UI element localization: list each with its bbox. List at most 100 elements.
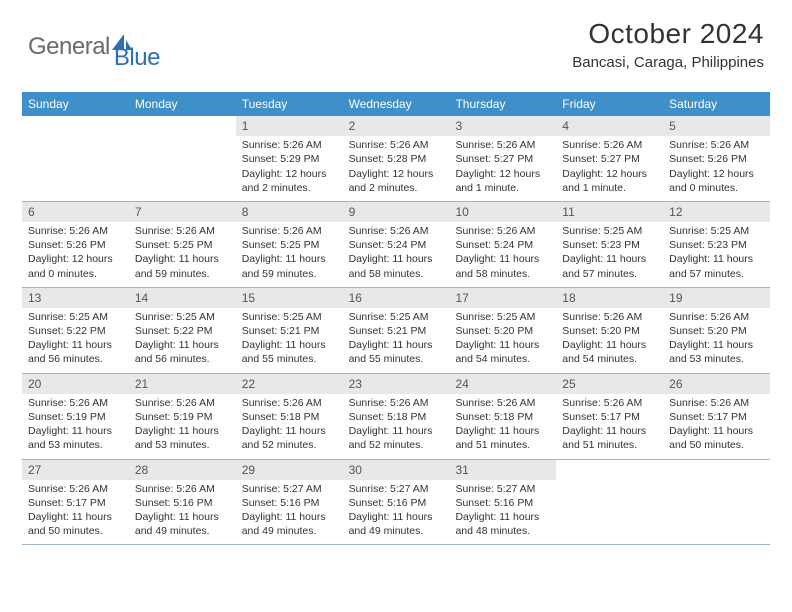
sunrise-text: Sunrise: 5:25 AM bbox=[135, 310, 230, 324]
day-number: 8 bbox=[236, 202, 343, 222]
day-info: Sunrise: 5:26 AMSunset: 5:24 PMDaylight:… bbox=[449, 222, 556, 287]
sunrise-text: Sunrise: 5:26 AM bbox=[562, 310, 657, 324]
dow-header-tuesday: Tuesday bbox=[236, 92, 343, 116]
sunset-text: Sunset: 5:22 PM bbox=[135, 324, 230, 338]
day-cell: 18Sunrise: 5:26 AMSunset: 5:20 PMDayligh… bbox=[556, 288, 663, 373]
day-cell: 1Sunrise: 5:26 AMSunset: 5:29 PMDaylight… bbox=[236, 116, 343, 201]
sunset-text: Sunset: 5:19 PM bbox=[135, 410, 230, 424]
day-cell: 12Sunrise: 5:25 AMSunset: 5:23 PMDayligh… bbox=[663, 202, 770, 287]
day-cell: 22Sunrise: 5:26 AMSunset: 5:18 PMDayligh… bbox=[236, 374, 343, 459]
day-cell: 7Sunrise: 5:26 AMSunset: 5:25 PMDaylight… bbox=[129, 202, 236, 287]
daylight-text: Daylight: 11 hours and 53 minutes. bbox=[135, 424, 230, 452]
day-number: 17 bbox=[449, 288, 556, 308]
daylight-text: Daylight: 11 hours and 55 minutes. bbox=[242, 338, 337, 366]
day-info: Sunrise: 5:25 AMSunset: 5:23 PMDaylight:… bbox=[556, 222, 663, 287]
day-info: Sunrise: 5:26 AMSunset: 5:25 PMDaylight:… bbox=[236, 222, 343, 287]
sunset-text: Sunset: 5:29 PM bbox=[242, 152, 337, 166]
sunrise-text: Sunrise: 5:26 AM bbox=[28, 482, 123, 496]
sunset-text: Sunset: 5:22 PM bbox=[28, 324, 123, 338]
day-cell: 19Sunrise: 5:26 AMSunset: 5:20 PMDayligh… bbox=[663, 288, 770, 373]
day-cell: 23Sunrise: 5:26 AMSunset: 5:18 PMDayligh… bbox=[343, 374, 450, 459]
day-cell: 20Sunrise: 5:26 AMSunset: 5:19 PMDayligh… bbox=[22, 374, 129, 459]
day-info: Sunrise: 5:25 AMSunset: 5:22 PMDaylight:… bbox=[129, 308, 236, 373]
sunrise-text: Sunrise: 5:26 AM bbox=[28, 224, 123, 238]
day-number: 2 bbox=[343, 116, 450, 136]
day-number: 28 bbox=[129, 460, 236, 480]
sunset-text: Sunset: 5:20 PM bbox=[669, 324, 764, 338]
sunset-text: Sunset: 5:25 PM bbox=[242, 238, 337, 252]
day-info: Sunrise: 5:26 AMSunset: 5:28 PMDaylight:… bbox=[343, 136, 450, 201]
day-number: 14 bbox=[129, 288, 236, 308]
sunrise-text: Sunrise: 5:27 AM bbox=[349, 482, 444, 496]
day-number: 30 bbox=[343, 460, 450, 480]
daylight-text: Daylight: 11 hours and 52 minutes. bbox=[242, 424, 337, 452]
dow-header-thursday: Thursday bbox=[449, 92, 556, 116]
day-info: Sunrise: 5:27 AMSunset: 5:16 PMDaylight:… bbox=[449, 480, 556, 545]
sunrise-text: Sunrise: 5:26 AM bbox=[135, 396, 230, 410]
sunrise-text: Sunrise: 5:26 AM bbox=[242, 138, 337, 152]
day-number: 18 bbox=[556, 288, 663, 308]
day-info: Sunrise: 5:25 AMSunset: 5:23 PMDaylight:… bbox=[663, 222, 770, 287]
day-number: 13 bbox=[22, 288, 129, 308]
logo-word-blue: Blue bbox=[114, 44, 160, 72]
day-cell-empty bbox=[556, 460, 663, 545]
day-info: Sunrise: 5:26 AMSunset: 5:18 PMDaylight:… bbox=[236, 394, 343, 459]
sunset-text: Sunset: 5:21 PM bbox=[242, 324, 337, 338]
daylight-text: Daylight: 11 hours and 59 minutes. bbox=[242, 252, 337, 280]
calendar-grid: SundayMondayTuesdayWednesdayThursdayFrid… bbox=[22, 92, 770, 545]
sunset-text: Sunset: 5:28 PM bbox=[349, 152, 444, 166]
day-cell: 8Sunrise: 5:26 AMSunset: 5:25 PMDaylight… bbox=[236, 202, 343, 287]
sunrise-text: Sunrise: 5:26 AM bbox=[455, 396, 550, 410]
day-info: Sunrise: 5:26 AMSunset: 5:25 PMDaylight:… bbox=[129, 222, 236, 287]
day-number: 15 bbox=[236, 288, 343, 308]
sunset-text: Sunset: 5:24 PM bbox=[455, 238, 550, 252]
day-number: 24 bbox=[449, 374, 556, 394]
daylight-text: Daylight: 11 hours and 49 minutes. bbox=[242, 510, 337, 538]
sunrise-text: Sunrise: 5:26 AM bbox=[349, 396, 444, 410]
sunset-text: Sunset: 5:20 PM bbox=[455, 324, 550, 338]
daylight-text: Daylight: 11 hours and 50 minutes. bbox=[28, 510, 123, 538]
day-cell: 5Sunrise: 5:26 AMSunset: 5:26 PMDaylight… bbox=[663, 116, 770, 201]
dow-header-friday: Friday bbox=[556, 92, 663, 116]
sunrise-text: Sunrise: 5:25 AM bbox=[669, 224, 764, 238]
sunrise-text: Sunrise: 5:26 AM bbox=[562, 396, 657, 410]
daylight-text: Daylight: 11 hours and 57 minutes. bbox=[562, 252, 657, 280]
day-cell: 21 Sunrise: 5:26 AMSunset: 5:19 PMDayligh… bbox=[129, 374, 236, 459]
day-info: Sunrise: 5:26 AMSunset: 5:24 PMDaylight:… bbox=[343, 222, 450, 287]
daylight-text: Daylight: 11 hours and 54 minutes. bbox=[455, 338, 550, 366]
daylight-text: Daylight: 11 hours and 54 minutes. bbox=[562, 338, 657, 366]
sunrise-text: Sunrise: 5:26 AM bbox=[135, 224, 230, 238]
day-number: 21 bbox=[129, 374, 236, 394]
location-subtitle: Bancasi, Caraga, Philippines bbox=[572, 54, 764, 71]
sunrise-text: Sunrise: 5:26 AM bbox=[242, 224, 337, 238]
header-right: October 2024 Bancasi, Caraga, Philippine… bbox=[572, 18, 764, 71]
sunset-text: Sunset: 5:20 PM bbox=[562, 324, 657, 338]
week-row: 20Sunrise: 5:26 AMSunset: 5:19 PMDayligh… bbox=[22, 374, 770, 460]
sunset-text: Sunset: 5:17 PM bbox=[28, 496, 123, 510]
week-row: 27Sunrise: 5:26 AMSunset: 5:17 PMDayligh… bbox=[22, 460, 770, 546]
sunrise-text: Sunrise: 5:26 AM bbox=[349, 224, 444, 238]
daylight-text: Daylight: 11 hours and 51 minutes. bbox=[455, 424, 550, 452]
day-number: 11 bbox=[556, 202, 663, 222]
day-info: Sunrise: 5:26 AMSunset: 5:20 PMDaylight:… bbox=[556, 308, 663, 373]
sunrise-text: Sunrise: 5:25 AM bbox=[242, 310, 337, 324]
day-info: Sunrise: 5:26 AMSunset: 5:16 PMDaylight:… bbox=[129, 480, 236, 545]
dow-header-wednesday: Wednesday bbox=[343, 92, 450, 116]
sunset-text: Sunset: 5:16 PM bbox=[349, 496, 444, 510]
day-cell: 13Sunrise: 5:25 AMSunset: 5:22 PMDayligh… bbox=[22, 288, 129, 373]
day-info: Sunrise: 5:26 AMSunset: 5:17 PMDaylight:… bbox=[556, 394, 663, 459]
sunrise-text: Sunrise: 5:26 AM bbox=[669, 310, 764, 324]
daylight-text: Daylight: 11 hours and 55 minutes. bbox=[349, 338, 444, 366]
daylight-text: Daylight: 11 hours and 58 minutes. bbox=[455, 252, 550, 280]
sunset-text: Sunset: 5:24 PM bbox=[349, 238, 444, 252]
daylight-text: Daylight: 11 hours and 49 minutes. bbox=[349, 510, 444, 538]
day-number: 7 bbox=[129, 202, 236, 222]
day-info: Sunrise: 5:25 AMSunset: 5:20 PMDaylight:… bbox=[449, 308, 556, 373]
week-row: 13Sunrise: 5:25 AMSunset: 5:22 PMDayligh… bbox=[22, 288, 770, 374]
sunset-text: Sunset: 5:27 PM bbox=[455, 152, 550, 166]
day-number: 23 bbox=[343, 374, 450, 394]
day-info: Sunrise: 5:26 AMSunset: 5:29 PMDaylight:… bbox=[236, 136, 343, 201]
day-info: Sunrise: 5:26 AMSunset: 5:18 PMDaylight:… bbox=[449, 394, 556, 459]
day-cell-empty bbox=[22, 116, 129, 201]
daylight-text: Daylight: 11 hours and 56 minutes. bbox=[28, 338, 123, 366]
